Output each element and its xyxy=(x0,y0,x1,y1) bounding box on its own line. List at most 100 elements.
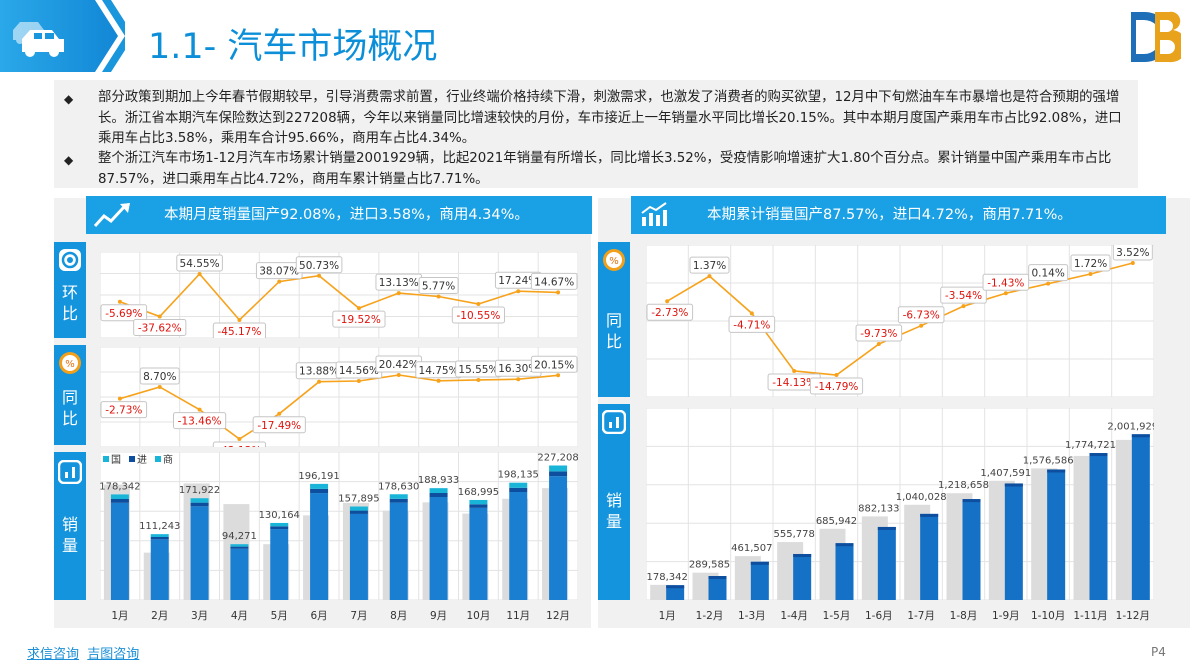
bar-value-label: 685,942 xyxy=(816,516,857,527)
legend-swatch xyxy=(103,456,109,462)
data-point xyxy=(919,323,924,328)
data-label-box xyxy=(100,401,148,419)
bar-value-label: 188,933 xyxy=(418,475,459,486)
x-tick-label: 4月 xyxy=(231,610,248,622)
cumulative-bar xyxy=(793,553,812,600)
bar-chart-icon xyxy=(58,460,82,484)
data-label-box xyxy=(451,306,506,324)
sales-side-tab: 销量 xyxy=(54,452,86,600)
cumulative-bar-cap xyxy=(1089,453,1108,457)
page-title: 1.1- 汽车市场概况 xyxy=(148,27,438,67)
data-point xyxy=(476,302,481,307)
legend-label: 国 xyxy=(111,454,121,466)
cumulative-banner-text: 本期累计销量国产87.57%，进口4.72%，商用7.71%。 xyxy=(707,207,1072,223)
mom-label: 环比 xyxy=(62,283,79,323)
data-point xyxy=(117,396,122,401)
data-point xyxy=(237,437,242,441)
cumulative-bar-cap xyxy=(962,499,981,503)
x-tick-label: 1月 xyxy=(659,610,676,622)
x-tick-label: 6月 xyxy=(310,610,327,622)
data-label-box xyxy=(295,256,343,274)
car-icon xyxy=(13,22,64,57)
footer-brand-link[interactable]: 求信咨询 xyxy=(27,647,80,662)
data-label: -6.73% xyxy=(903,310,940,322)
data-label: -19.52% xyxy=(337,314,381,326)
data-label: 14.75% xyxy=(419,365,459,377)
imported-bar xyxy=(190,502,209,507)
data-label: -1.43% xyxy=(987,277,1024,289)
data-point xyxy=(707,274,712,279)
x-tick-label: 1-7月 xyxy=(907,610,935,622)
series-line xyxy=(119,272,559,322)
data-label-box xyxy=(530,272,578,290)
cumulative-bar-cap xyxy=(666,585,685,589)
bar-value-label: 111,243 xyxy=(139,521,180,532)
x-tick-label: 8月 xyxy=(390,610,407,622)
page-number: P4 xyxy=(1151,645,1166,659)
domestic-bar xyxy=(310,493,329,600)
data-point xyxy=(516,377,521,382)
domestic-bar xyxy=(230,548,249,600)
summary-bullet: ◆ 部分政策到期加上今年春节假期较早，引导消费需求前置，行业终端价格持续下滑，刺… xyxy=(64,88,1130,150)
imported-bar xyxy=(150,537,169,540)
data-label: -14.13% xyxy=(772,377,816,389)
data-label-box xyxy=(809,377,864,395)
data-label: -3.54% xyxy=(945,290,982,302)
x-tick-label: 1-9月 xyxy=(992,610,1020,622)
percent-icon: % xyxy=(603,249,625,271)
bar-value-label: 130,164 xyxy=(259,510,300,521)
cumulative-bar-cap xyxy=(877,526,896,530)
data-point xyxy=(961,304,966,309)
data-label-box xyxy=(940,286,987,304)
yoy-side-tab: % 同比 xyxy=(54,345,86,445)
cumulative-bar xyxy=(1047,469,1066,600)
domestic-bar xyxy=(549,476,568,600)
data-label: 3.52% xyxy=(1116,247,1149,259)
data-label: -2.73% xyxy=(105,405,142,417)
bar-value-label: 171,922 xyxy=(179,485,220,496)
commercial-bar xyxy=(110,494,129,500)
data-label: 17.24% xyxy=(498,275,538,287)
footer-brands: 求信咨询 吉图咨询 xyxy=(27,643,139,662)
cumulative-bar xyxy=(877,526,896,600)
sales-label: 销量 xyxy=(62,515,79,555)
data-label-box xyxy=(855,324,903,342)
domestic-bar xyxy=(190,506,209,600)
data-point xyxy=(277,279,282,284)
data-label: 50.73% xyxy=(299,260,339,272)
data-label-box xyxy=(1112,245,1153,261)
domestic-bar xyxy=(270,529,289,600)
commercial-bar xyxy=(469,499,488,505)
imported-bar xyxy=(349,510,368,514)
domestic-bar xyxy=(349,513,368,600)
data-label: 14.56% xyxy=(339,365,379,377)
bullet-diamond-icon: ◆ xyxy=(64,153,74,167)
cum-yoy-side-tab: % 同比 xyxy=(598,242,630,397)
monthly-banner: 本期月度销量国产92.08%，进口3.58%，商用4.34%。 xyxy=(86,196,592,234)
data-point xyxy=(436,378,441,383)
cumulative-yoy-chart: -2.73% 1.37% -4.71% -14.13%-14.79% -9.73% -6.… xyxy=(646,245,1154,397)
cumulative-bar xyxy=(835,543,854,600)
data-label: 20.42% xyxy=(379,359,419,371)
svg-text:%: % xyxy=(65,359,75,370)
bar-value-label: 882,133 xyxy=(858,503,899,514)
percent-icon: % xyxy=(59,352,81,374)
data-point xyxy=(317,273,322,278)
data-point xyxy=(157,384,162,389)
x-tick-label: 1-8月 xyxy=(950,610,978,622)
imported-bar xyxy=(549,471,568,477)
imported-bar xyxy=(230,546,249,549)
footer-brand-link[interactable]: 吉图咨询 xyxy=(87,647,140,662)
summary-bullet: ◆ 整个浙江汽车市场1-12月汽车市场累计销量2001929辆，比起2021年销… xyxy=(64,149,1130,190)
data-point xyxy=(436,294,441,299)
data-label-box xyxy=(689,256,730,274)
data-point xyxy=(237,318,242,322)
series-line xyxy=(119,374,559,440)
imported-bar xyxy=(310,488,329,494)
growth-chart-icon xyxy=(641,202,667,226)
bar-value-label: 168,995 xyxy=(458,487,499,498)
cumulative-bar xyxy=(920,513,939,600)
bar-value-label: 178,630 xyxy=(378,481,419,492)
data-label: -5.69% xyxy=(105,308,142,320)
